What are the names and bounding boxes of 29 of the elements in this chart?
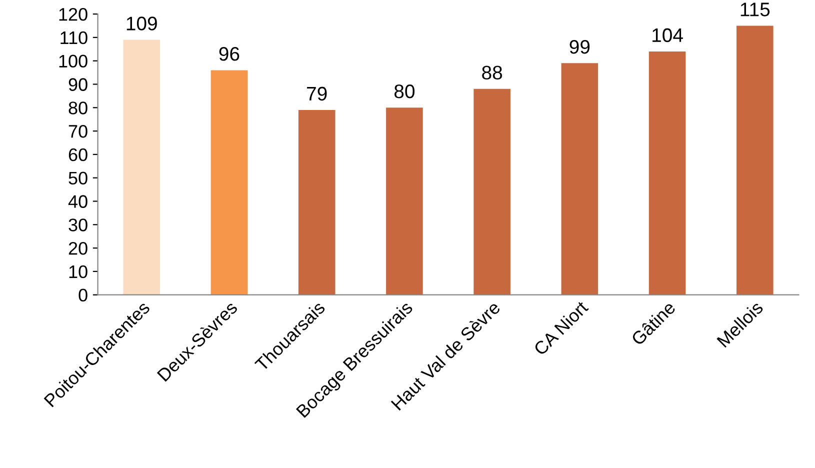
- y-tick-label: 90: [68, 78, 88, 91]
- y-tick-label: 30: [68, 218, 88, 232]
- bar: [123, 40, 160, 295]
- bar: [736, 26, 774, 295]
- y-tick-label: 40: [68, 195, 88, 208]
- data-label: 109: [126, 16, 157, 30]
- data-label: 79: [307, 86, 327, 101]
- y-tick-label: 20: [68, 242, 88, 255]
- bar: [210, 70, 248, 295]
- data-label: 96: [219, 47, 240, 61]
- data-label: 80: [394, 84, 414, 98]
- data-label: 99: [570, 40, 590, 54]
- data-label: 115: [740, 2, 770, 16]
- y-tick-label: 50: [68, 172, 88, 185]
- y-tick-label: 70: [68, 124, 88, 138]
- y-tick-label: 60: [68, 148, 88, 162]
- data-label: 88: [482, 66, 502, 80]
- y-tick-label: 110: [60, 31, 88, 44]
- bar: [561, 63, 598, 295]
- y-tick-label: 100: [59, 54, 88, 68]
- bar: [298, 110, 336, 295]
- y-tick-label: 0: [78, 288, 88, 302]
- bar: [386, 108, 423, 295]
- y-tick-label: 80: [68, 102, 88, 114]
- y-tick-label: 120: [59, 8, 88, 21]
- y-tick-label: 10: [69, 265, 88, 278]
- bar: [648, 51, 686, 295]
- bar: [474, 88, 510, 295]
- data-label: 104: [652, 28, 683, 42]
